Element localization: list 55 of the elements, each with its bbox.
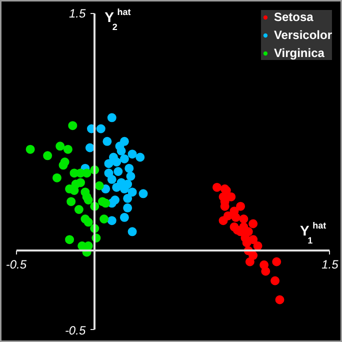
point xyxy=(120,136,129,146)
point xyxy=(112,182,122,192)
point xyxy=(85,143,94,152)
point xyxy=(66,197,76,206)
point xyxy=(104,159,114,168)
point xyxy=(114,167,123,176)
y-axis-title: Y2hat xyxy=(104,7,131,32)
point xyxy=(107,113,116,122)
point xyxy=(100,214,109,224)
point xyxy=(128,227,137,236)
point xyxy=(123,203,132,212)
point xyxy=(245,257,254,266)
point xyxy=(239,214,248,224)
point xyxy=(74,205,84,214)
x-axis-title: Y1hat xyxy=(300,220,326,246)
point xyxy=(136,152,145,162)
point xyxy=(65,235,74,244)
point xyxy=(270,276,280,286)
point xyxy=(101,198,110,208)
legend-label: Versicolor xyxy=(274,28,332,42)
legend-label: Setosa xyxy=(274,10,314,24)
point xyxy=(223,211,232,220)
point xyxy=(120,212,129,222)
point xyxy=(248,219,258,228)
point xyxy=(63,144,72,154)
point xyxy=(128,150,137,159)
legend-label: Virginica xyxy=(274,46,324,60)
point xyxy=(52,173,62,182)
point xyxy=(253,241,262,250)
point xyxy=(124,164,134,173)
point xyxy=(236,202,246,211)
point xyxy=(226,192,236,202)
point xyxy=(56,142,65,151)
point xyxy=(126,172,136,181)
point xyxy=(96,124,106,134)
point xyxy=(212,182,222,192)
point xyxy=(58,160,68,170)
point xyxy=(26,144,35,154)
point xyxy=(107,216,116,226)
point xyxy=(84,218,93,227)
point xyxy=(231,212,240,222)
point xyxy=(261,266,270,276)
point xyxy=(112,158,122,166)
point xyxy=(107,174,116,184)
point xyxy=(43,151,52,160)
point xyxy=(272,257,282,266)
point xyxy=(128,188,137,197)
point xyxy=(138,189,148,198)
point xyxy=(68,121,78,130)
point xyxy=(102,136,112,146)
point xyxy=(123,194,132,203)
point xyxy=(120,154,129,164)
point xyxy=(84,196,93,204)
point xyxy=(94,181,104,190)
point xyxy=(275,295,284,304)
